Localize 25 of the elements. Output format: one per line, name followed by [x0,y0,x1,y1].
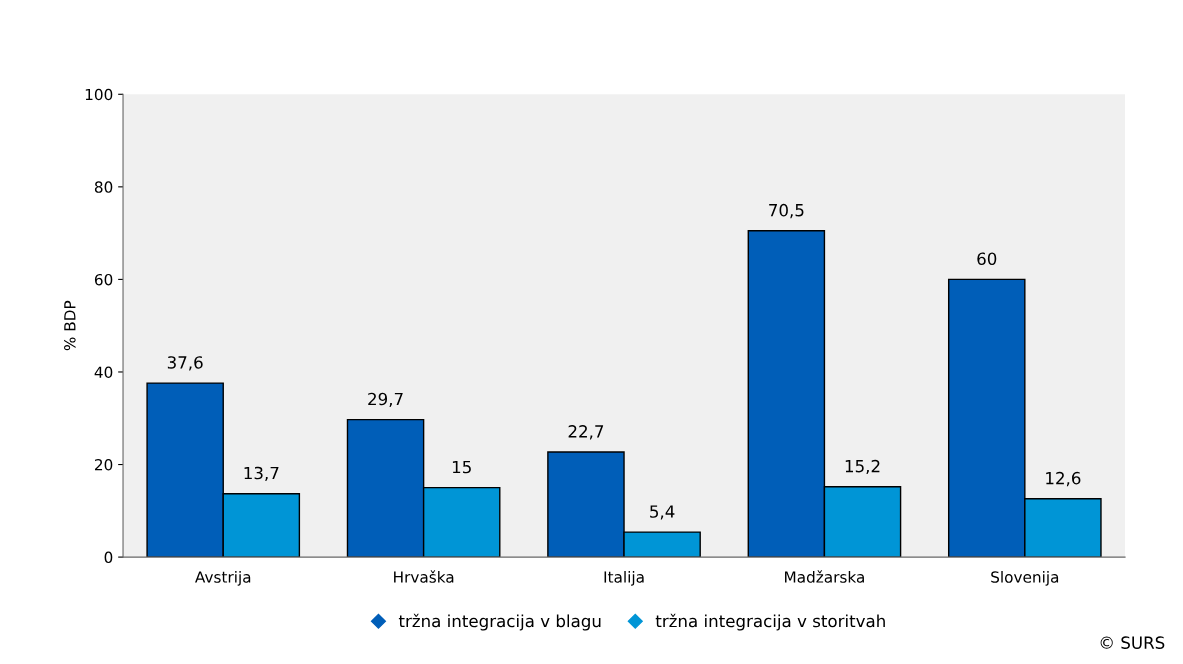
data-label: 29,7 [368,392,403,407]
legend-label: tržna integracija v blagu [398,613,601,631]
legend-label: tržna integracija v storitvah [655,613,885,631]
data-label: 37,6 [167,356,203,371]
data-label: 15,2 [845,459,880,475]
y-axis-title: % BDP [64,300,76,351]
y-tick-label: 40 [94,366,113,378]
x-tick-label: Hrvaška [394,570,454,583]
text: © SURS [1100,636,1165,649]
data-label: 70,5 [769,203,804,219]
data-label: 13,7 [244,466,279,482]
y-tick-label: 0 [104,551,113,564]
y-tick-label: 100 [85,88,113,101]
data-label: 60 [977,252,997,266]
data-label: 12,6 [1046,471,1081,487]
x-tick-label: Slovenija [991,570,1059,586]
data-label: 22,7 [568,425,604,440]
y-tick-label: 80 [94,181,113,193]
y-tick-label: 20 [94,459,113,471]
y-tick-label: 60 [94,273,113,286]
x-tick-label: Avstrija [195,570,251,586]
x-tick-label: Italija [604,570,644,586]
data-label: 15 [452,460,471,474]
data-label: 5,4 [650,505,675,520]
x-tick-label: Madžarska [785,570,864,583]
